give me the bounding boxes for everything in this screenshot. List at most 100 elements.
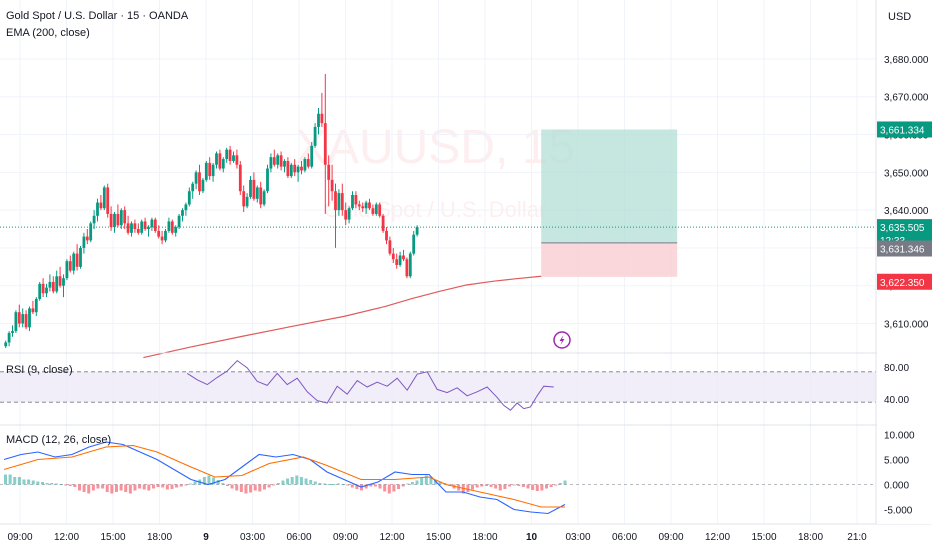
macd-histogram-bar <box>540 484 544 491</box>
candle <box>368 198 371 211</box>
currency-label[interactable]: USD <box>888 11 911 23</box>
candle <box>116 204 120 228</box>
candle <box>279 151 283 171</box>
stop-zone[interactable] <box>541 242 678 277</box>
candle <box>286 157 290 178</box>
macd-histogram-bar <box>378 484 382 489</box>
time-tick-label: 09:00 <box>333 532 358 543</box>
macd-histogram-bar <box>410 482 414 485</box>
macd-histogram-bar <box>207 475 211 485</box>
candle <box>238 160 242 195</box>
bolt-icon[interactable] <box>553 331 571 349</box>
macd-histogram-bar <box>244 484 248 494</box>
candle <box>364 200 368 214</box>
candle <box>147 225 150 237</box>
candle <box>85 229 89 245</box>
candle <box>351 191 354 211</box>
macd-histogram-bar <box>346 484 350 486</box>
macd-histogram-bar <box>77 484 81 491</box>
macd-histogram-bar <box>36 481 40 485</box>
candle <box>24 310 28 330</box>
candle <box>313 123 317 148</box>
macd-histogram-bar <box>212 477 216 485</box>
candle <box>167 217 171 233</box>
candle <box>102 185 106 211</box>
candle <box>211 162 215 182</box>
long-position-tool[interactable] <box>541 129 678 277</box>
candle <box>41 278 45 298</box>
candle <box>340 183 344 216</box>
candle <box>21 308 25 328</box>
macd-histogram-bar <box>424 475 428 485</box>
macd-tick-label: -5.000 <box>884 506 913 517</box>
macd-pane <box>0 441 876 515</box>
macd-histogram-bar <box>119 484 123 491</box>
macd-histogram-bar <box>438 481 442 485</box>
candle <box>65 259 69 281</box>
macd-histogram-bar <box>392 484 396 492</box>
time-tick-label: 18:00 <box>472 532 497 543</box>
macd-histogram-bar <box>258 484 262 492</box>
candle <box>228 145 232 165</box>
macd-histogram-bar <box>332 484 336 485</box>
macd-histogram-bar <box>216 480 220 485</box>
ema-200-line <box>143 275 542 359</box>
macd-histogram-bar <box>554 484 558 486</box>
macd-histogram-bar <box>480 484 484 487</box>
candle <box>194 170 198 190</box>
macd-line <box>3 441 566 515</box>
rsi-legend[interactable]: RSI (9, close) <box>6 364 73 376</box>
candle <box>99 195 103 211</box>
candle <box>96 198 99 222</box>
candle <box>232 151 235 163</box>
macd-histogram-bar <box>276 483 280 485</box>
time-tick-label: 12:00 <box>54 532 79 543</box>
stop-price-tag-text: 3,622.350 <box>880 278 925 289</box>
candle <box>320 92 324 127</box>
macd-histogram-bar <box>221 483 225 485</box>
candle <box>357 200 361 211</box>
candle <box>300 160 303 175</box>
macd-histogram-bar <box>82 484 86 492</box>
candle <box>255 185 259 203</box>
macd-histogram-bar <box>50 483 54 485</box>
macd-histogram-bar <box>434 480 438 485</box>
macd-histogram-bar <box>535 484 539 491</box>
candle <box>347 206 351 224</box>
macd-legend[interactable]: MACD (12, 26, close) <box>6 434 112 446</box>
candle <box>79 246 82 269</box>
macd-histogram-bar <box>397 484 401 489</box>
candle <box>405 257 409 279</box>
candle <box>402 249 405 262</box>
candle <box>245 193 249 209</box>
macd-histogram-bar <box>489 484 493 487</box>
candle <box>317 108 320 135</box>
time-axis[interactable]: 09:00 12:00 15:00 18:00 9 03:00 06:00 09:00 12:0… <box>7 532 867 543</box>
ema-legend[interactable]: EMA (200, close) <box>6 27 90 39</box>
candle <box>75 244 79 271</box>
macd-histogram-bar <box>27 479 31 485</box>
symbol-title[interactable]: Gold Spot / U.S. Dollar · 15 · OANDA <box>6 10 189 22</box>
macd-histogram-bar <box>13 477 17 485</box>
target-zone[interactable] <box>541 129 678 243</box>
candle <box>215 151 218 169</box>
macd-histogram-bar <box>563 480 567 485</box>
time-tick-label: 18:00 <box>147 532 172 543</box>
macd-histogram-bar <box>59 484 63 485</box>
candle <box>157 225 161 239</box>
candle <box>374 202 378 216</box>
macd-histogram-bar <box>429 478 433 485</box>
rsi-tick-label: 80.00 <box>884 363 909 374</box>
macd-histogram-bar <box>188 483 192 485</box>
candle <box>395 253 399 269</box>
candle <box>164 229 167 243</box>
macd-histogram-bar <box>290 477 294 485</box>
macd-histogram-bar <box>512 484 516 486</box>
watermark-ticker: XAUUSD, 15 <box>295 121 575 174</box>
macd-histogram-bar <box>45 483 49 485</box>
candle <box>269 153 273 173</box>
macd-histogram-bar <box>184 484 188 486</box>
candle <box>371 204 375 216</box>
time-tick-label: 12:00 <box>379 532 404 543</box>
